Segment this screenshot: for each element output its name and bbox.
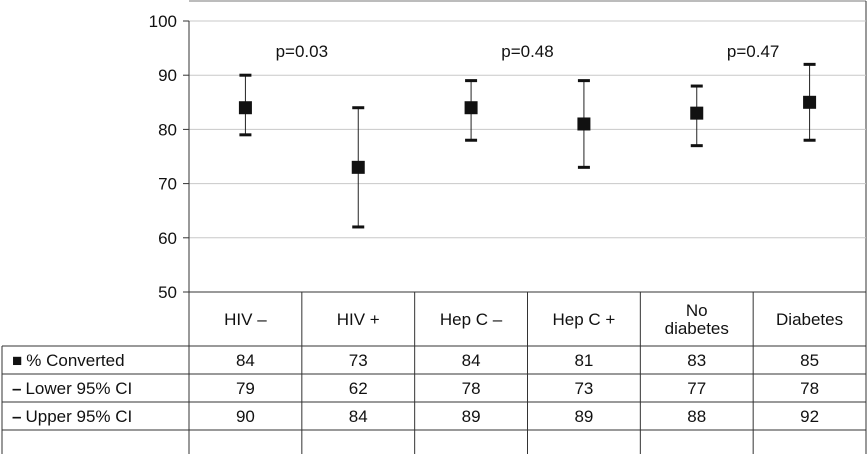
table-cell-value: 81 [574,351,593,370]
category-label: diabetes [665,319,729,338]
table-cell-value: 79 [236,379,255,398]
y-tick-label: 60 [158,229,177,248]
data-point [464,101,478,115]
table-cell-value: 85 [800,351,819,370]
data-point [351,160,365,174]
series-name: Lower 95% CI [25,379,132,398]
y-tick-label: 70 [158,175,177,194]
table-cell-value: 62 [349,379,368,398]
y-tick-label: 90 [158,66,177,85]
y-tick-label: 50 [158,283,177,302]
category-label: HIV – [224,310,267,329]
p-value-annotation: p=0.47 [727,42,779,61]
table-cell-value: 83 [687,351,706,370]
table-cell-value: 84 [462,351,481,370]
category-label: Hep C + [552,310,615,329]
data-point [577,117,591,131]
category-label: HIV + [337,310,380,329]
series-row-label: ■% Converted [12,351,125,370]
table-cell-value: 88 [687,407,706,426]
table-cell-value: 90 [236,407,255,426]
square-marker-icon: ■ [12,351,22,370]
category-label: Diabetes [776,310,843,329]
category-label: No [686,301,708,320]
y-tick-label: 100 [149,12,177,31]
series-row-label: – Lower 95% CI [12,379,132,398]
dash-marker-icon: – [12,407,21,426]
data-point [238,101,252,115]
series-name: Upper 95% CI [25,407,132,426]
table-cell-value: 77 [687,379,706,398]
dash-marker-icon: – [12,379,21,398]
table-cell-value: 84 [236,351,255,370]
table-cell-value: 92 [800,407,819,426]
category-label: Hep C – [440,310,503,329]
p-value-annotation: p=0.48 [501,42,553,61]
table-cell-value: 73 [349,351,368,370]
data-point [803,95,817,109]
data-point [690,106,704,120]
series-name: % Converted [26,351,124,370]
table-cell-value: 89 [462,407,481,426]
table-cell-value: 84 [349,407,368,426]
series-row-label: – Upper 95% CI [12,407,132,426]
y-tick-label: 80 [158,120,177,139]
table-cell-value: 78 [462,379,481,398]
p-value-annotation: p=0.03 [276,42,328,61]
table-cell-value: 73 [574,379,593,398]
table-cell-value: 89 [574,407,593,426]
table-cell-value: 78 [800,379,819,398]
